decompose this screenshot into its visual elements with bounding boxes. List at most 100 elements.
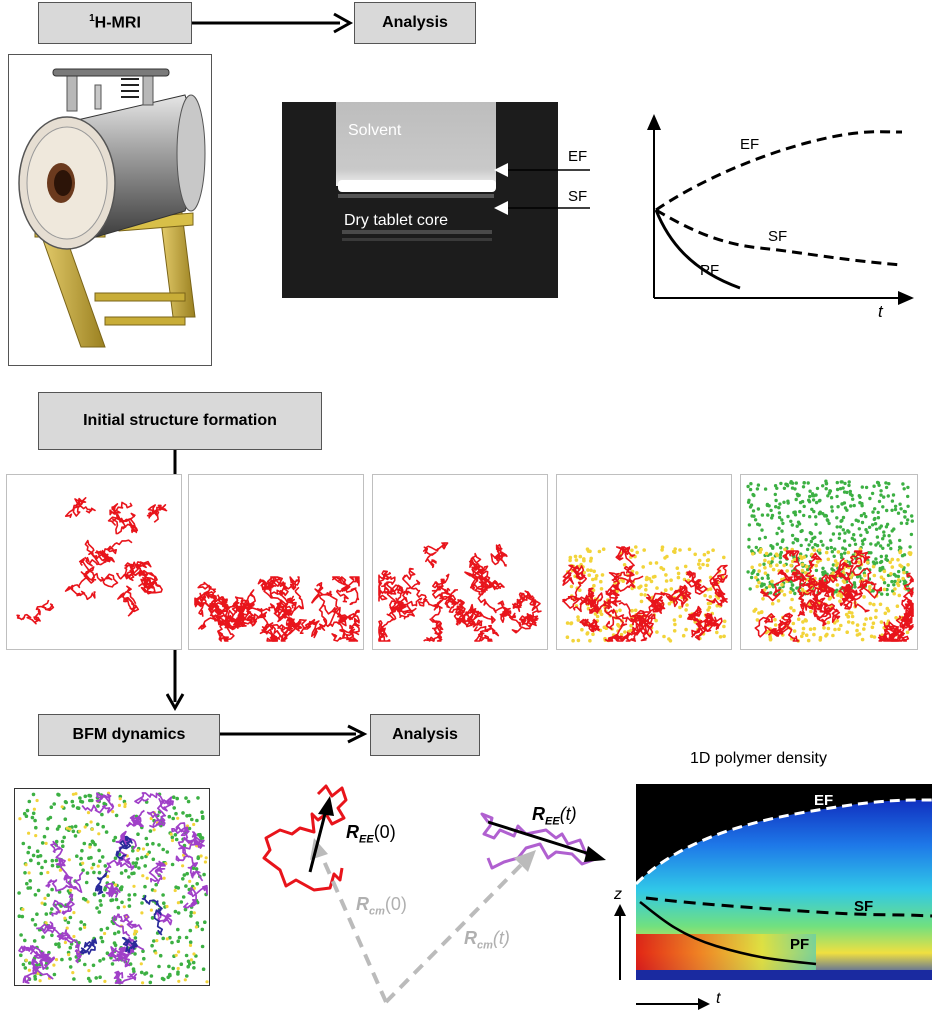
particle bbox=[165, 850, 170, 854]
polymer-chain bbox=[410, 579, 444, 624]
polymer-chain bbox=[80, 938, 98, 955]
particle bbox=[70, 799, 75, 804]
particle bbox=[876, 541, 880, 545]
particle bbox=[599, 579, 603, 584]
particle bbox=[905, 630, 910, 635]
particle bbox=[906, 485, 910, 490]
polymer-chain bbox=[141, 895, 164, 936]
particle bbox=[752, 493, 756, 498]
particle bbox=[96, 822, 100, 827]
particle bbox=[837, 627, 841, 631]
particle bbox=[800, 634, 804, 639]
particle bbox=[149, 816, 153, 821]
polymer-chain bbox=[850, 550, 872, 581]
reet-arg: (t) bbox=[559, 804, 577, 824]
particle bbox=[722, 624, 726, 629]
particle bbox=[790, 597, 794, 602]
particle bbox=[26, 850, 30, 855]
particle bbox=[573, 554, 578, 559]
particle bbox=[800, 568, 805, 573]
particle bbox=[805, 547, 810, 552]
particle bbox=[822, 626, 826, 630]
particle bbox=[771, 567, 776, 572]
particle bbox=[17, 891, 21, 895]
particle bbox=[827, 521, 831, 526]
particle bbox=[846, 620, 851, 624]
particle bbox=[95, 906, 99, 910]
particle bbox=[81, 861, 85, 865]
particle bbox=[890, 499, 895, 503]
particle bbox=[898, 502, 902, 506]
particle bbox=[55, 827, 60, 831]
particle bbox=[683, 564, 688, 569]
particle bbox=[65, 926, 69, 930]
particle bbox=[149, 974, 154, 978]
particle bbox=[576, 638, 581, 643]
polymer-chain bbox=[171, 822, 206, 849]
particle bbox=[150, 943, 154, 948]
particle bbox=[176, 816, 180, 820]
particle bbox=[789, 519, 793, 523]
particle bbox=[809, 539, 813, 544]
polymer-chain bbox=[618, 601, 656, 642]
particle bbox=[870, 491, 875, 496]
analysis-top-label: Analysis bbox=[382, 14, 448, 31]
particle bbox=[18, 817, 22, 821]
particle bbox=[84, 880, 89, 885]
particle bbox=[756, 572, 760, 577]
particle bbox=[848, 543, 852, 547]
particle bbox=[63, 916, 67, 920]
particle bbox=[132, 884, 136, 888]
particle bbox=[702, 552, 707, 557]
polymer-chain bbox=[269, 617, 297, 642]
particle bbox=[145, 842, 150, 847]
particle bbox=[86, 811, 91, 815]
particle bbox=[760, 576, 764, 580]
polymer-chain bbox=[116, 564, 149, 588]
particle bbox=[97, 870, 102, 875]
structure-panel-3-svg bbox=[378, 542, 542, 642]
particle bbox=[185, 871, 189, 876]
particle bbox=[751, 509, 756, 513]
particle bbox=[818, 638, 822, 642]
polymer-chain bbox=[183, 884, 208, 909]
particle bbox=[823, 514, 827, 518]
particle bbox=[876, 510, 880, 515]
particle bbox=[868, 616, 873, 621]
initial-structure-box: Initial structure formation bbox=[38, 392, 322, 450]
particle bbox=[127, 897, 131, 902]
particle bbox=[843, 481, 847, 486]
particle bbox=[893, 507, 898, 512]
particle bbox=[760, 513, 765, 517]
particle bbox=[578, 588, 582, 592]
particle bbox=[113, 856, 118, 860]
particle bbox=[83, 925, 87, 929]
particle bbox=[757, 523, 762, 527]
particle bbox=[24, 863, 28, 867]
particle bbox=[204, 856, 208, 860]
particle bbox=[175, 796, 179, 801]
polymer-chain bbox=[64, 497, 96, 519]
particle bbox=[582, 570, 586, 575]
particle bbox=[902, 570, 906, 575]
particle bbox=[649, 579, 654, 584]
particle bbox=[874, 543, 878, 547]
particle bbox=[133, 952, 137, 956]
particle bbox=[821, 512, 825, 516]
particle bbox=[747, 523, 752, 527]
particle bbox=[23, 966, 28, 970]
polymer-chain bbox=[112, 913, 143, 937]
particle bbox=[66, 920, 71, 925]
particle bbox=[588, 559, 593, 563]
particle bbox=[908, 545, 912, 549]
particle bbox=[896, 558, 900, 562]
particle bbox=[643, 593, 647, 597]
particle bbox=[861, 542, 865, 546]
particle bbox=[173, 909, 178, 914]
particle bbox=[786, 501, 790, 505]
particle bbox=[103, 864, 108, 868]
particle bbox=[715, 630, 719, 635]
particle bbox=[865, 560, 870, 565]
polymer-chain bbox=[901, 572, 914, 611]
particle bbox=[673, 622, 677, 627]
